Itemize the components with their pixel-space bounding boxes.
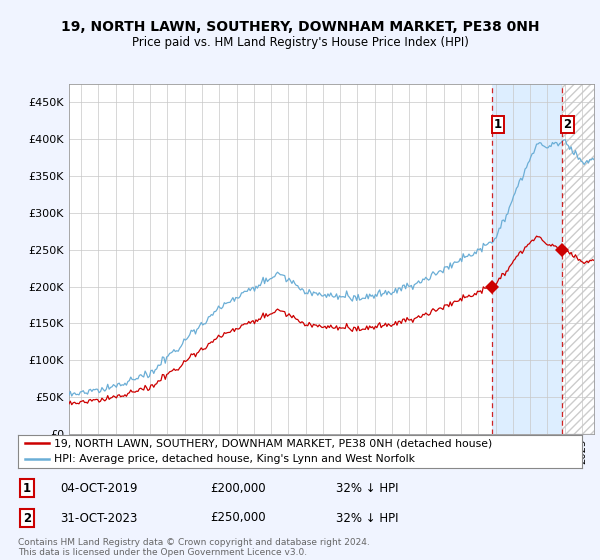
- Text: 1: 1: [23, 482, 31, 495]
- Bar: [562, 84, 599, 434]
- Text: £200,000: £200,000: [210, 482, 266, 495]
- Text: 31-OCT-2023: 31-OCT-2023: [60, 511, 137, 525]
- Text: Price paid vs. HM Land Registry's House Price Index (HPI): Price paid vs. HM Land Registry's House …: [131, 36, 469, 49]
- Text: 32% ↓ HPI: 32% ↓ HPI: [336, 482, 398, 495]
- Text: 19, NORTH LAWN, SOUTHERY, DOWNHAM MARKET, PE38 0NH: 19, NORTH LAWN, SOUTHERY, DOWNHAM MARKET…: [61, 20, 539, 34]
- Text: HPI: Average price, detached house, King's Lynn and West Norfolk: HPI: Average price, detached house, King…: [53, 455, 415, 464]
- Text: 1: 1: [494, 118, 502, 131]
- Text: £250,000: £250,000: [210, 511, 266, 525]
- Text: 2: 2: [563, 118, 572, 131]
- Text: 19, NORTH LAWN, SOUTHERY, DOWNHAM MARKET, PE38 0NH (detached house): 19, NORTH LAWN, SOUTHERY, DOWNHAM MARKET…: [53, 438, 492, 448]
- Text: Contains HM Land Registry data © Crown copyright and database right 2024.
This d: Contains HM Land Registry data © Crown c…: [18, 538, 370, 557]
- Bar: [492, 84, 562, 434]
- Text: 04-OCT-2019: 04-OCT-2019: [60, 482, 137, 495]
- Text: 32% ↓ HPI: 32% ↓ HPI: [336, 511, 398, 525]
- Text: 2: 2: [23, 511, 31, 525]
